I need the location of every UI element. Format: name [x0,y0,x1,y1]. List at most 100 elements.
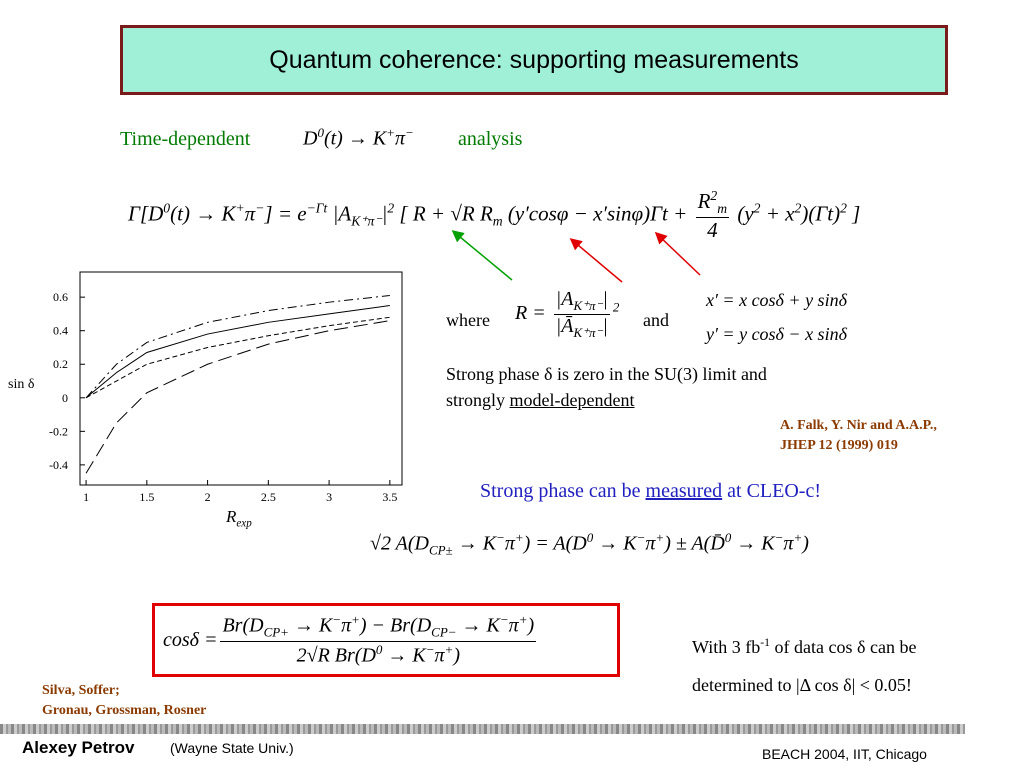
math-text: |A [555,288,574,310]
math-text: π [341,615,352,637]
math-text: (y′cosφ − x′sinφ)Γt + [502,201,693,226]
superscript: 0 [317,125,324,140]
curve [85,316,390,399]
superscript: 2 [710,188,718,203]
intro-formula: D0(t) → K+π− [303,125,414,151]
reference: JHEP 12 (1999) 019 [780,438,898,453]
math-text: π [394,127,405,150]
superscript: − [774,530,784,545]
x-tick-label: 1.5 [139,490,154,504]
math-text: π [504,532,515,555]
x-prime: x′ = x cosδ + y sinδ [706,290,847,311]
x-tick-label: 2 [205,490,211,504]
math-text: | [602,315,608,337]
affiliation: (Wayne State Univ.) [170,740,294,756]
denominator: |ĀK⁺π⁻| [554,315,610,341]
math-text: 4 [707,218,718,243]
x-tick-label: 3 [326,490,332,504]
math-text: → K [452,532,497,555]
math-text: + x [760,201,795,226]
y-tick-label: 0.2 [53,357,68,371]
fraction: |AK⁺π⁻| |ĀK⁺π⁻| [553,288,610,341]
x-tick-label: 2.5 [261,490,276,504]
superscript: 2 [387,200,395,216]
superscript: + [386,125,395,140]
subscript: K⁺π⁻ [573,298,603,313]
author: Alexey Petrov [22,738,135,757]
cos-formula: cosδ = Br(DCP+ → K−π+) − Br(DCP− → K−π+)… [152,603,620,677]
reference: Silva, Soffer; [42,683,120,698]
math-text: x′ = x cosδ + y sinδ [706,290,847,310]
math-text: With 3 fb [692,637,761,657]
math-text: (t) → K [170,201,236,226]
y-prime: y′ = y cosδ − x sinδ [706,324,847,345]
math-text: y′ = y cosδ − x sinδ [706,324,847,344]
superscript: + [351,612,360,628]
math-text: (t) → K [323,127,387,150]
superscript: + [518,612,528,628]
denominator: 2√R Br(D0 → K−π+) [220,642,536,668]
numerator: Br(DCP+ → K−π+) − Br(DCP− → K−π+) [220,612,537,642]
fraction: R2m 4 [695,188,730,243]
superscript: − [332,612,342,628]
plot-frame [79,271,403,486]
cp-formula: √2 A(DCP± → K−π+) = A(D0 → K−π+) ± A(D̄0… [370,530,809,559]
r-definition: R = |AK⁺π⁻| |ĀK⁺π⁻| 2 [515,288,619,341]
math-text: D [303,127,318,150]
y-tick-label: 0 [62,391,68,405]
numerator: |AK⁺π⁻| [553,288,610,315]
math-text: → K [382,644,426,667]
math-text: → K [456,615,500,637]
arrow [569,238,623,283]
where-label: where [446,310,490,330]
math-text: ) = A(D [523,532,587,555]
x-tick-label: 3.5 [382,490,397,504]
math-text: ] [846,201,861,226]
superscript: 2 [794,200,802,216]
and-label: and [643,310,669,330]
math-text: → K [593,532,637,555]
superscript: − [404,125,414,140]
math-text: (y [732,201,754,226]
text: strongly [446,390,510,410]
math-text: ) ± A(D̄ [664,532,725,555]
event: BEACH 2004, IIT, Chicago [762,746,927,762]
y-tick-label: -0.4 [49,458,68,472]
superscript: 0 [724,530,732,545]
superscript: + [655,530,665,545]
superscript: + [793,530,803,545]
math-text: ) [453,644,460,667]
math-text: | [602,288,608,310]
subscript: CP± [428,542,453,558]
subscript: exp [236,517,252,530]
math-text: π [508,615,519,637]
superscript: − [499,612,509,628]
math-text: Γ[D [128,201,164,226]
x-axis-label: Rexp [226,507,252,529]
superscript: + [235,200,245,216]
reference: Gronau, Grossman, Rosner [42,703,207,718]
y-tick-label: -0.2 [49,424,68,438]
superscript: -1 [760,636,771,649]
math-text: Br(D [222,615,264,637]
subscript: m [717,201,728,217]
y-axis-label: sin δ [8,377,35,392]
subscript: CP+ [263,625,289,640]
math-text: determined to |Δ cos δ| < 0.05! [692,675,912,695]
math-text: ) − Br(D [359,615,432,637]
math-text: ) [527,615,535,637]
y-tick-label: 0.4 [53,324,68,338]
math-text: of data cos δ can be [770,637,917,657]
rate-formula: Γ[D0(t) → K+π−] = e−Γt |AK⁺π⁻|2 [ R + √R… [128,188,860,243]
superscript: + [514,530,524,545]
curve [85,294,390,399]
math-text: ] = e [264,201,307,226]
superscript: − [496,530,505,545]
subscript: CP− [431,625,457,640]
denominator: 4 [696,218,730,243]
note-line: Strong phase δ is zero in the SU(3) limi… [446,364,767,384]
precision-note: With 3 fb-1 of data cos δ can be [692,636,916,658]
superscript: 0 [586,530,594,545]
